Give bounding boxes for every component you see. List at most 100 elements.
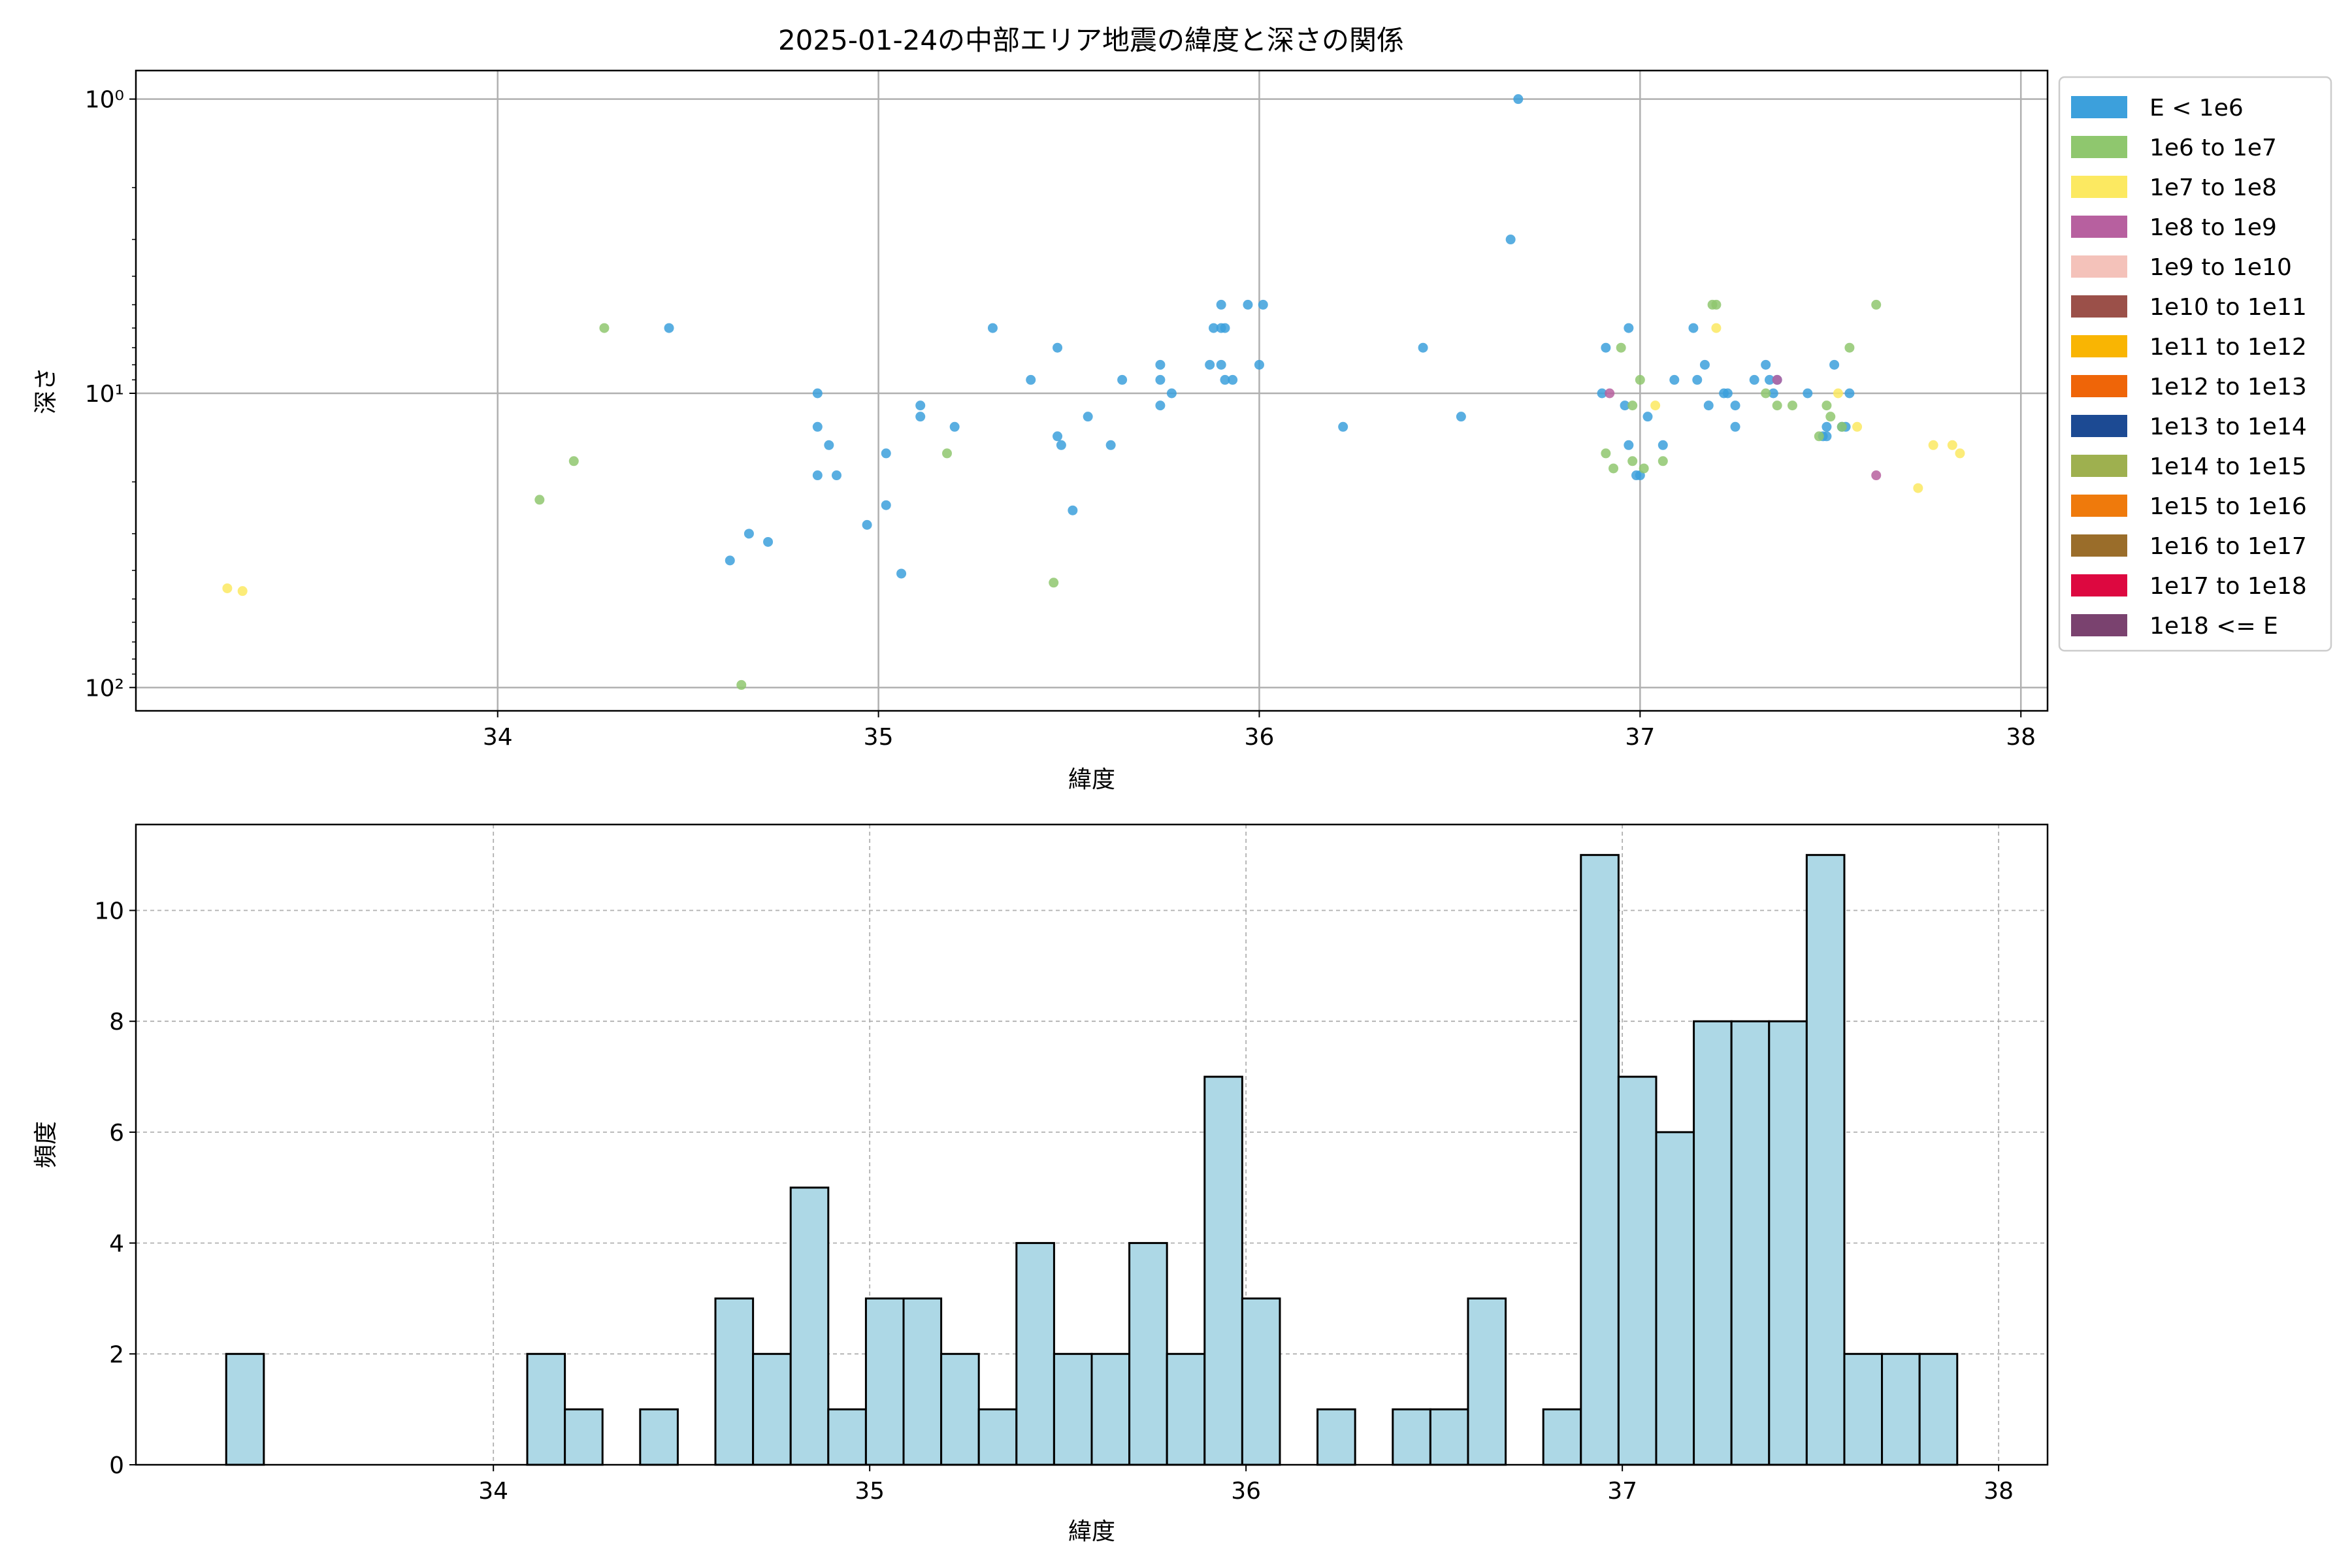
histogram-bar (789, 1186, 830, 1466)
histogram-bar (1467, 1297, 1507, 1466)
scatter-point (1928, 440, 1938, 450)
histogram-bar (1580, 854, 1620, 1466)
scatter-point (1658, 440, 1668, 450)
scatter-y-tick-label: 10⁰ (85, 87, 124, 114)
histogram-bar (1090, 1352, 1131, 1466)
legend-swatch (2071, 96, 2127, 118)
scatter-point (1155, 359, 1166, 370)
scatter-point (1821, 421, 1832, 432)
scatter-point (743, 529, 754, 539)
legend-label: 1e16 to 1e17 (2149, 533, 2307, 560)
scatter-point (1913, 483, 1923, 493)
scatter-point (824, 440, 834, 450)
histogram-x-tick-label: 38 (1984, 1478, 2014, 1505)
scatter-point (1787, 400, 1797, 411)
scatter-point (1772, 374, 1782, 385)
scatter-plot-area (136, 71, 2048, 711)
histogram-x-tick-label: 36 (1231, 1478, 1261, 1505)
scatter-point (1871, 299, 1882, 310)
scatter-point (1730, 421, 1740, 432)
histogram-bar (1881, 1352, 1921, 1466)
scatter-point (1418, 342, 1428, 353)
scatter-point (1703, 400, 1714, 411)
scatter-point (896, 568, 907, 579)
legend-swatch (2071, 216, 2127, 238)
scatter-point (1609, 463, 1619, 474)
scatter-panel: 34 35 36 37 38 10⁰ 10¹ 10² 緯度 深さ (33, 69, 2049, 793)
scatter-point (1772, 400, 1782, 411)
scatter-point (1258, 299, 1268, 310)
histogram-bar (1166, 1352, 1206, 1466)
histogram-bar (1053, 1352, 1093, 1466)
legend-swatch (2071, 176, 2127, 198)
scatter-point (1216, 359, 1226, 370)
scatter-x-tick-label: 34 (483, 724, 513, 751)
scatter-point (915, 400, 926, 411)
scatter-x-tick-label: 36 (1245, 724, 1275, 751)
histogram-y-tick-label: 8 (109, 1009, 124, 1036)
scatter-point (949, 421, 960, 432)
legend-swatch (2071, 136, 2127, 158)
legend-swatch (2071, 375, 2127, 397)
scatter-point (763, 536, 774, 547)
legend-label: 1e12 to 1e13 (2149, 374, 2307, 400)
histogram-frame (135, 823, 2049, 1466)
scatter-point (1026, 374, 1036, 385)
legend-label: 1e8 to 1e9 (2149, 214, 2277, 241)
scatter-point (1768, 388, 1778, 399)
scatter-point (1627, 456, 1638, 466)
legend-label: 1e15 to 1e16 (2149, 493, 2307, 520)
scatter-point (1749, 374, 1759, 385)
histogram-bar (1768, 1020, 1808, 1466)
legend-frame (2058, 76, 2332, 652)
scatter-point (1056, 440, 1066, 450)
scatter-point (1852, 421, 1863, 432)
histogram-bar (940, 1352, 980, 1466)
histogram-bar (1203, 1075, 1243, 1466)
histogram-bar (1617, 1075, 1658, 1466)
scatter-point (1205, 359, 1215, 370)
scatter-point (1624, 440, 1634, 450)
histogram-ticks: 34 35 36 37 38 0 2 4 6 8 10 (94, 898, 2014, 1505)
scatter-point (987, 323, 998, 333)
scatter-point (1699, 359, 1710, 370)
scatter-point (881, 500, 891, 510)
scatter-point (1513, 94, 1524, 105)
legend-swatch (2071, 455, 2127, 477)
legend-swatch (2071, 534, 2127, 557)
scatter-point (1761, 388, 1771, 399)
scatter-point (1254, 359, 1264, 370)
scatter-y-tick-label: 10² (85, 675, 124, 702)
scatter-point (1605, 388, 1615, 399)
scatter-point (1955, 448, 1965, 459)
scatter-point (1053, 431, 1063, 442)
scatter-point (1871, 470, 1882, 481)
histogram-bar (1015, 1242, 1055, 1466)
scatter-point (1338, 421, 1348, 432)
scatter-point (1616, 342, 1626, 353)
scatter-point (1829, 359, 1840, 370)
scatter-point (1761, 359, 1771, 370)
histogram-bar (864, 1297, 905, 1466)
scatter-point (812, 470, 823, 481)
histogram-bars (225, 854, 1959, 1466)
scatter-point (1833, 388, 1843, 399)
scatter-point (599, 323, 610, 333)
histogram-x-tick-label: 37 (1607, 1478, 1637, 1505)
scatter-point (1117, 374, 1128, 385)
legend-swatch (2071, 495, 2127, 517)
scatter-point (1722, 388, 1733, 399)
histogram-bar (977, 1408, 1018, 1466)
legend-swatch (2071, 255, 2127, 278)
scatter-ticks: 34 35 36 37 38 10⁰ 10¹ 10² (85, 87, 2036, 751)
legend-label: E < 1e6 (2149, 95, 2244, 122)
scatter-x-tick-label: 37 (1625, 724, 1655, 751)
histogram-bar (902, 1297, 943, 1466)
scatter-point (881, 448, 891, 459)
scatter-point (915, 412, 926, 422)
scatter-point (1456, 412, 1466, 422)
scatter-point (1068, 505, 1078, 515)
legend-label: 1e9 to 1e10 (2149, 254, 2292, 281)
scatter-point (1711, 299, 1722, 310)
